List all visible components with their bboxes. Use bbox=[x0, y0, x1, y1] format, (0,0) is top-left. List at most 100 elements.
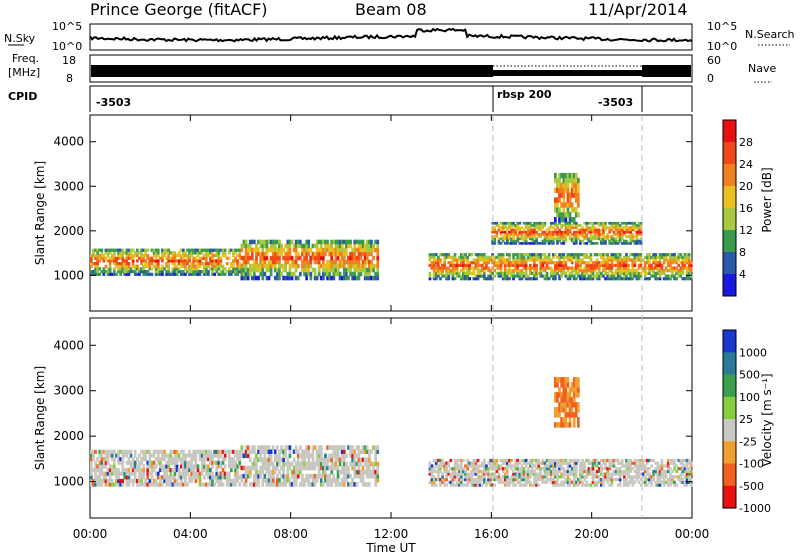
velocity-echo-cell bbox=[171, 482, 175, 487]
power-echo-cell bbox=[572, 192, 576, 198]
power-echo-cell bbox=[317, 263, 321, 269]
power-echo-cell bbox=[568, 235, 572, 238]
velocity-echo-cell bbox=[441, 478, 444, 482]
velocity-echo-cell bbox=[363, 449, 367, 454]
velocity-echo-cell bbox=[612, 478, 616, 482]
power-echo-cell bbox=[462, 253, 465, 257]
power-echo-cell bbox=[288, 275, 292, 281]
velocity-echo-cell bbox=[625, 467, 628, 471]
velocity-echo-cell bbox=[593, 480, 597, 484]
power-echo-cell bbox=[681, 255, 685, 259]
velocity-echo-cell bbox=[629, 469, 632, 473]
power-echo-cell bbox=[558, 258, 561, 262]
power-echo-cell bbox=[483, 261, 486, 265]
velocity-echo-cell bbox=[150, 464, 154, 469]
velocity-echo-cell bbox=[537, 467, 540, 471]
power-echo-cell bbox=[516, 239, 520, 243]
velocity-echo-cell bbox=[466, 480, 469, 484]
power-echo-cell bbox=[566, 266, 570, 270]
power-echo-cell bbox=[501, 235, 505, 238]
power-echo-cell bbox=[439, 253, 442, 257]
velocity-echo-cell bbox=[368, 469, 371, 475]
power-echo-cell bbox=[487, 255, 490, 259]
power-echo-cell bbox=[94, 270, 97, 274]
power-ytick-label: 3000 bbox=[53, 179, 84, 193]
power-echo-cell bbox=[215, 264, 219, 268]
power-echo-cell bbox=[150, 256, 154, 260]
power-echo-cell bbox=[510, 274, 513, 278]
power-echo-cell bbox=[560, 235, 563, 238]
power-echo-cell bbox=[564, 271, 568, 275]
velocity-echo-cell bbox=[311, 453, 315, 459]
velocity-echo-cell bbox=[353, 449, 357, 454]
velocity-echo-cell bbox=[361, 478, 365, 483]
power-echo-cell bbox=[476, 271, 480, 275]
power-echo-cell bbox=[552, 274, 555, 278]
power-echo-cell bbox=[616, 269, 620, 273]
power-echo-cell bbox=[349, 259, 352, 265]
power-echo-cell bbox=[499, 263, 503, 267]
velocity-echo-cell bbox=[558, 467, 561, 471]
power-echo-cell bbox=[217, 254, 221, 258]
velocity-echo-cell bbox=[610, 458, 614, 463]
velocity-echo-cell bbox=[687, 478, 691, 482]
power-echo-cell bbox=[572, 239, 576, 243]
power-echo-cell bbox=[259, 239, 262, 245]
power-echo-cell bbox=[205, 270, 208, 274]
velocity-echo-cell bbox=[236, 475, 239, 480]
power-echo-cell bbox=[597, 261, 601, 265]
power-echo-cell bbox=[547, 253, 551, 257]
power-echo-cell bbox=[215, 267, 219, 271]
power-echo-cell bbox=[213, 262, 216, 266]
velocity-echo-cell bbox=[455, 475, 459, 479]
power-echo-cell bbox=[558, 172, 561, 179]
velocity-echo-cell bbox=[357, 453, 361, 459]
power-echo-cell bbox=[581, 277, 584, 281]
power-echo-cell bbox=[620, 221, 624, 225]
power-echo-cell bbox=[574, 226, 578, 230]
power-echo-cell bbox=[342, 255, 346, 261]
velocity-panel-frame bbox=[89, 317, 693, 519]
power-echo-cell bbox=[524, 233, 528, 236]
power-echo-cell bbox=[516, 266, 520, 270]
power-echo-cell bbox=[351, 275, 354, 281]
power-echo-cell bbox=[319, 239, 323, 245]
power-echo-cell bbox=[338, 271, 342, 277]
velocity-echo-cell bbox=[489, 480, 492, 484]
velocity-echo-cell bbox=[217, 482, 221, 487]
power-echo-cell bbox=[589, 277, 593, 281]
velocity-echo-cell bbox=[437, 478, 440, 482]
velocity-echo-cell bbox=[566, 422, 570, 428]
power-echo-cell bbox=[468, 269, 471, 273]
power-echo-cell bbox=[671, 266, 674, 270]
power-echo-cell bbox=[303, 271, 306, 277]
power-echo-cell bbox=[514, 263, 517, 267]
velocity-echo-cell bbox=[338, 461, 342, 467]
power-echo-cell bbox=[242, 271, 246, 277]
power-echo-cell bbox=[359, 251, 363, 257]
velocity-echo-cell bbox=[556, 422, 559, 428]
power-echo-cell bbox=[363, 255, 367, 261]
power-echo-cell bbox=[535, 271, 538, 275]
velocity-echo-cell bbox=[146, 482, 150, 487]
power-echo-cell bbox=[602, 258, 605, 262]
power-echo-cell bbox=[294, 255, 298, 261]
velocity-echo-cell bbox=[683, 458, 687, 463]
power-echo-cell bbox=[650, 274, 653, 278]
velocity-echo-cell bbox=[119, 460, 122, 465]
power-echo-cell bbox=[662, 255, 666, 259]
velocity-echo-cell bbox=[265, 457, 269, 463]
power-echo-cell bbox=[602, 239, 605, 243]
velocity-echo-cell bbox=[483, 461, 486, 465]
velocity-echo-cell bbox=[269, 453, 273, 459]
power-echo-cell bbox=[474, 266, 478, 270]
velocity-echo-cell bbox=[267, 449, 271, 454]
power-echo-cell bbox=[240, 275, 244, 281]
velocity-echo-cell bbox=[470, 464, 474, 468]
velocity-echo-cell bbox=[451, 475, 455, 479]
velocity-echo-cell bbox=[188, 464, 191, 469]
power-echo-cell bbox=[597, 266, 601, 270]
velocity-colorbar-tick: 25 bbox=[739, 413, 753, 426]
power-echo-cell bbox=[255, 243, 258, 249]
power-echo-cell bbox=[345, 259, 348, 265]
